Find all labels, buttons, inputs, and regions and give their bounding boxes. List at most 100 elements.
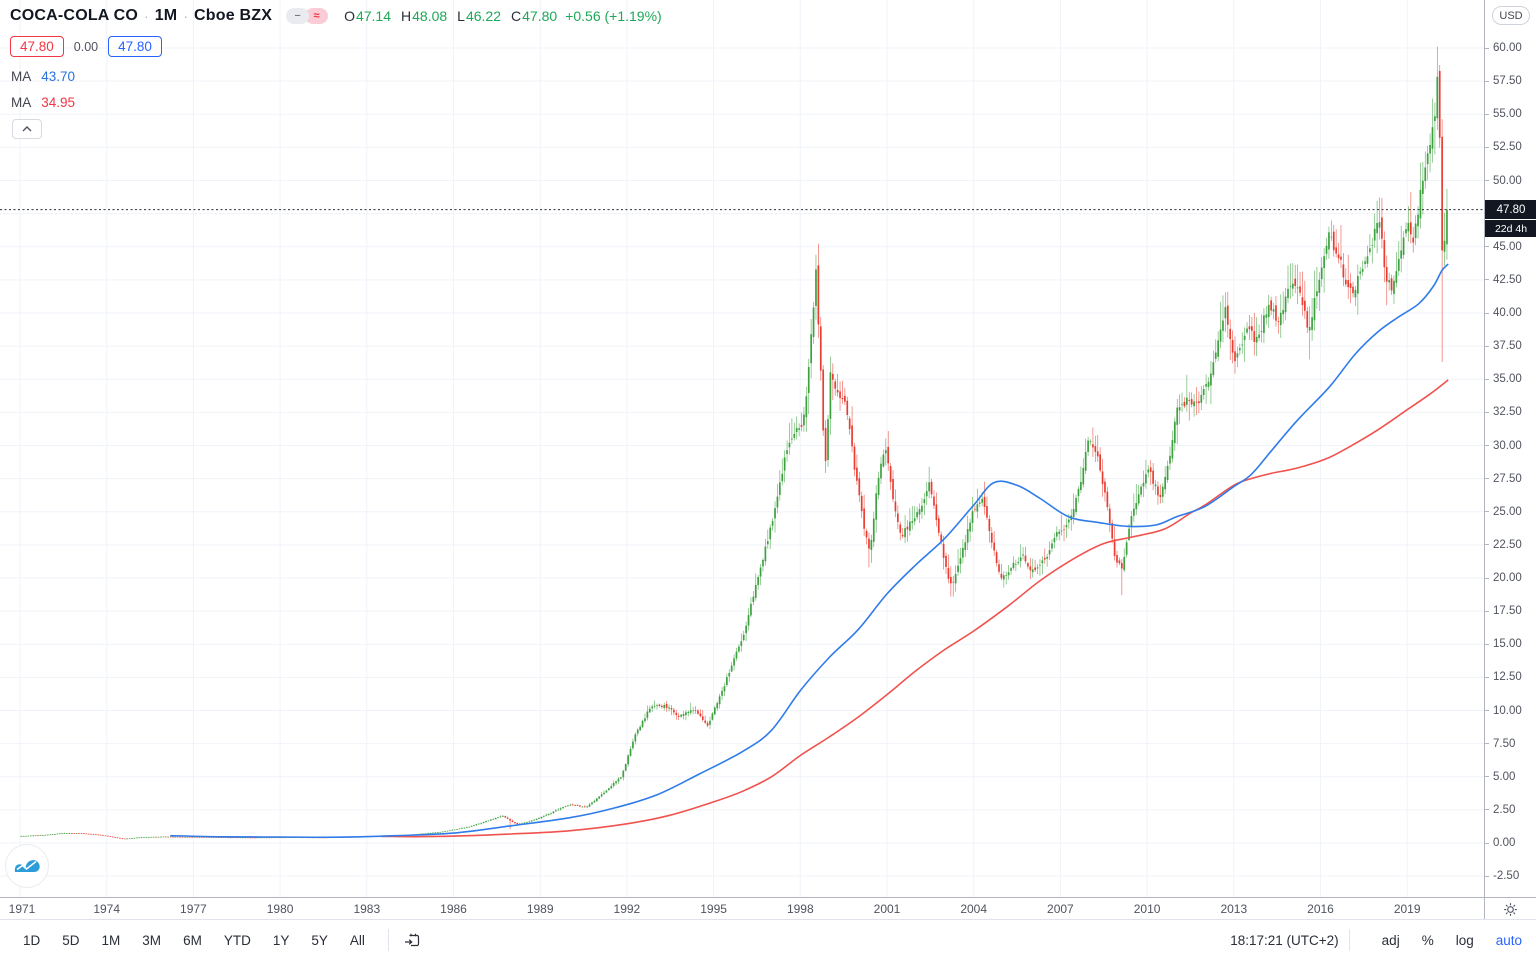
price-tick-mark <box>1485 577 1489 579</box>
approximation-icon[interactable]: ≈ <box>305 8 329 24</box>
ma-value: 34.95 <box>41 95 76 110</box>
high-label: H <box>401 8 412 24</box>
price-tick-mark <box>1485 246 1489 248</box>
price-tick-label: 50.00 <box>1493 174 1522 187</box>
gear-icon[interactable] <box>1503 902 1518 917</box>
price-tick-mark <box>1485 411 1489 413</box>
current-price-label: 47.80 <box>1485 200 1536 219</box>
price-tick-mark <box>1485 146 1489 148</box>
price-tick-label: 37.50 <box>1493 340 1522 353</box>
year-tick-label: 1986 <box>440 902 467 916</box>
year-tick-label: 2016 <box>1307 902 1334 916</box>
log-scale-toggle[interactable]: log <box>1455 932 1474 948</box>
year-tick-label: 2004 <box>960 902 988 916</box>
time-axis[interactable]: 1971 1974 1977 1980 1983 1986 1989 1992 1995 1998… <box>0 897 1536 920</box>
year-tick-label: 1995 <box>700 902 727 916</box>
open-label: O <box>344 8 355 24</box>
price-tick-label: 17.50 <box>1493 605 1522 618</box>
adjust-toggle[interactable]: adj <box>1381 932 1400 948</box>
range-button-1y[interactable]: 1Y <box>272 932 290 948</box>
price-tick-mark <box>1485 445 1489 446</box>
clock-readout[interactable]: 18:17:21 (UTC+2) <box>1230 932 1339 948</box>
price-tick-mark <box>1485 312 1489 314</box>
divider <box>1348 929 1350 951</box>
price-tick-mark <box>1485 676 1489 678</box>
year-tick-label: 1971 <box>8 902 36 916</box>
chevron-up-icon <box>22 126 32 132</box>
price-tick-mark <box>1485 710 1489 711</box>
buy-price-button[interactable]: 47.80 <box>108 36 162 57</box>
price-axis[interactable]: USD 47.80 22d 4h 60.00 57.50 55.00 52.50 50.… <box>1484 0 1536 897</box>
year-tick-label: 1980 <box>266 902 294 916</box>
price-tick-label: 40.00 <box>1493 307 1522 319</box>
price-tick-label: 60.00 <box>1493 42 1522 54</box>
interval-label[interactable]: 1M <box>154 7 178 24</box>
price-tick-mark <box>1485 80 1489 82</box>
range-button-all[interactable]: All <box>349 932 365 948</box>
year-tick-label: 1998 <box>786 902 814 916</box>
ma-value: 43.70 <box>41 69 76 84</box>
year-tick-label: 2013 <box>1220 902 1248 916</box>
price-tick-mark <box>1485 643 1489 645</box>
price-tick-label: 42.50 <box>1493 273 1522 286</box>
price-tick-mark <box>1485 842 1489 844</box>
toolbar-right-group: 18:17:21 (UTC+2) adj % log auto <box>1208 929 1522 951</box>
price-tick-label: 2.50 <box>1493 803 1516 816</box>
price-tick-mark <box>1485 113 1489 115</box>
bar-countdown-label: 22d 4h <box>1485 220 1536 237</box>
year-tick-label: 1974 <box>93 902 121 916</box>
range-button-5d[interactable]: 5D <box>62 932 80 948</box>
axis-settings-corner <box>1484 898 1536 920</box>
price-tick-mark <box>1485 544 1489 546</box>
range-button-ytd[interactable]: YTD <box>223 932 251 948</box>
price-tick-label: 45.00 <box>1493 240 1522 253</box>
price-tick-label: 0.00 <box>1493 837 1516 849</box>
percent-scale-toggle[interactable]: % <box>1421 932 1434 948</box>
price-tick-label: 27.50 <box>1493 472 1522 485</box>
price-tick-label: 35.00 <box>1493 373 1522 386</box>
year-tick-label: 1989 <box>526 902 554 916</box>
indicator-ma-blue[interactable]: MA 43.70 <box>11 69 75 84</box>
hide-marks-icon[interactable]: − <box>286 8 310 24</box>
close-value: 47.80 <box>522 8 558 24</box>
change-value: +0.56 (+1.19%) <box>565 8 662 24</box>
price-tick-mark <box>1485 180 1489 181</box>
range-button-1m[interactable]: 1M <box>101 932 121 948</box>
price-tick-label: 5.00 <box>1493 770 1516 783</box>
range-button-5y[interactable]: 5Y <box>311 932 328 948</box>
separator: · <box>144 8 149 24</box>
price-tick-mark <box>1485 743 1489 745</box>
year-tick-label: 2010 <box>1133 902 1161 916</box>
sell-price-button[interactable]: 47.80 <box>10 36 64 57</box>
source-toggle-chips: − ≈ <box>286 8 329 24</box>
price-tick-mark <box>1485 478 1489 480</box>
range-button-1d[interactable]: 1D <box>23 932 41 948</box>
divider <box>387 929 389 951</box>
bottom-toolbar: 1D 5D 1M 3M 6M YTD 1Y 5Y All 18:17:21 (UTC+2) ad… <box>0 919 1536 960</box>
price-tick-label: 32.50 <box>1493 406 1522 419</box>
calendar-arrow-icon <box>405 933 420 946</box>
go-to-date-button[interactable] <box>399 926 427 954</box>
ohlc-readout: O 47.14 H 48.08 L 46.22 C 47.80 +0.56 (+… <box>344 8 662 24</box>
symbol-name[interactable]: COCA-COLA CO <box>10 7 139 24</box>
price-tick-mark <box>1485 610 1489 612</box>
price-tick-mark <box>1485 511 1489 513</box>
separator: · <box>183 8 189 24</box>
indicator-ma-red[interactable]: MA 34.95 <box>11 95 75 110</box>
price-tick-label: -2.50 <box>1493 870 1520 883</box>
price-tick-label: 15.00 <box>1493 638 1522 651</box>
collapse-legend-button[interactable] <box>12 119 42 139</box>
tradingview-logo[interactable] <box>5 844 49 888</box>
price-tick-label: 52.50 <box>1493 141 1522 154</box>
range-button-6m[interactable]: 6M <box>183 932 202 948</box>
year-tick-label: 1983 <box>353 902 381 916</box>
range-button-3m[interactable]: 3M <box>142 932 162 948</box>
candlestick-chart-canvas[interactable] <box>0 0 1484 897</box>
open-value: 47.14 <box>355 8 391 24</box>
currency-button[interactable]: USD <box>1492 6 1530 25</box>
exchange-label[interactable]: Cboe BZX <box>194 7 273 24</box>
price-tick-label: 20.00 <box>1493 572 1522 584</box>
auto-scale-toggle[interactable]: auto <box>1495 932 1522 948</box>
price-tick-mark <box>1485 378 1489 380</box>
year-tick-label: 2001 <box>873 902 901 916</box>
